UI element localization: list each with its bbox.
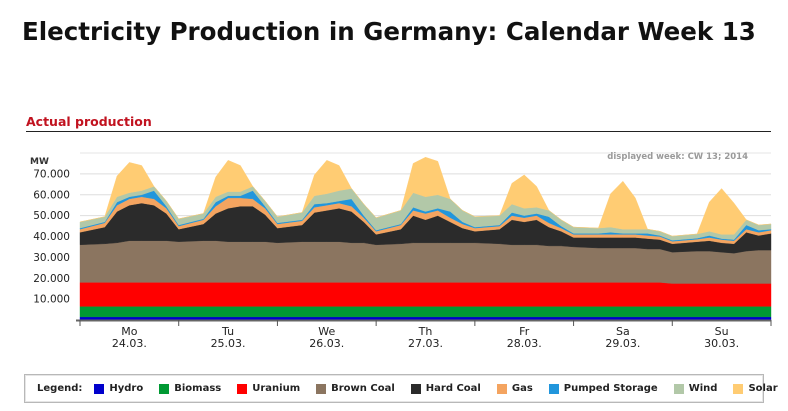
- displayed-week-note: displayed week: CW 13; 2014: [607, 152, 748, 162]
- legend-item-uranium: Uranium: [237, 383, 300, 394]
- x-tick-weekday: Fr: [519, 325, 530, 338]
- legend-swatch: [548, 383, 559, 394]
- y-tick-label: 50.000: [33, 210, 70, 222]
- legend-item-pumped-storage: Pumped Storage: [548, 383, 658, 394]
- legend-swatch: [94, 383, 105, 394]
- section-title: Actual production: [26, 114, 152, 129]
- y-tick-label: 10.000: [33, 294, 70, 306]
- x-tick-weekday: Su: [715, 325, 729, 338]
- legend-label: Legend:: [37, 383, 83, 394]
- legend-item-label: Uranium: [252, 383, 301, 394]
- y-axis-label: MW: [30, 157, 49, 167]
- area-solar: [79, 156, 772, 237]
- legend-item-label: Wind: [688, 383, 718, 394]
- section-divider: [26, 131, 771, 132]
- legend-swatch: [237, 383, 248, 394]
- x-tick-date: 24.03.: [112, 337, 147, 350]
- y-tick-label: 70.000: [33, 168, 70, 180]
- x-tick-date: 26.03.: [309, 337, 344, 350]
- legend-item-biomass: Biomass: [159, 383, 221, 394]
- x-tick-weekday: Th: [418, 325, 433, 338]
- x-tick-weekday: Tu: [221, 325, 234, 338]
- page-title: Electricity Production in Germany: Calen…: [22, 17, 756, 46]
- legend-item-label: Solar: [748, 383, 778, 394]
- x-tick-weekday: We: [318, 325, 335, 338]
- legend-item-label: Hydro: [109, 383, 144, 394]
- area-uranium: [79, 282, 772, 307]
- x-tick-date: 27.03.: [408, 337, 443, 350]
- legend-item-hydro: Hydro: [94, 383, 143, 394]
- legend-item-label: Biomass: [174, 383, 222, 394]
- x-tick-date: 25.03.: [211, 337, 246, 350]
- legend-swatch: [316, 383, 327, 394]
- y-tick-label: 40.000: [33, 231, 70, 243]
- legend-item-label: Pumped Storage: [563, 383, 658, 394]
- legend-item-wind: Wind: [673, 383, 718, 394]
- legend: Legend: Hydro Biomass Uranium Brown Coal Har…: [24, 374, 778, 403]
- legend-item-label: Brown Coal: [331, 383, 395, 394]
- x-tick-date: 28.03.: [507, 337, 542, 350]
- area-biomass: [79, 306, 772, 318]
- axes: 10.000 20.000 30.000 40.000 50.000 60.000 70.0…: [33, 168, 772, 350]
- x-tick-date: 29.03.: [605, 337, 640, 350]
- legend-item-label: Hard Coal: [425, 383, 481, 394]
- y-tick-label: 60.000: [33, 189, 70, 201]
- legend-item-label: Gas: [511, 383, 533, 394]
- production-chart: 10.000 20.000 30.000 40.000 50.000 60.000 70.0…: [30, 152, 772, 350]
- y-tick-label: 20.000: [33, 273, 70, 285]
- legend-swatch: [733, 383, 744, 394]
- y-tick-label: 30.000: [33, 252, 70, 264]
- x-tick-date: 30.03.: [704, 337, 739, 350]
- legend-item-brown-coal: Brown Coal: [316, 383, 395, 394]
- legend-item-hard-coal: Hard Coal: [410, 383, 481, 394]
- legend-item-gas: Gas: [496, 383, 533, 394]
- legend-swatch: [410, 383, 421, 394]
- legend-item-solar: Solar: [733, 383, 778, 394]
- x-tick-weekday: Mo: [121, 325, 137, 338]
- x-tick-weekday: Sa: [616, 325, 630, 338]
- legend-swatch: [673, 383, 684, 394]
- legend-swatch: [159, 383, 170, 394]
- legend-swatch: [496, 383, 507, 394]
- stacked-areas: [79, 156, 772, 321]
